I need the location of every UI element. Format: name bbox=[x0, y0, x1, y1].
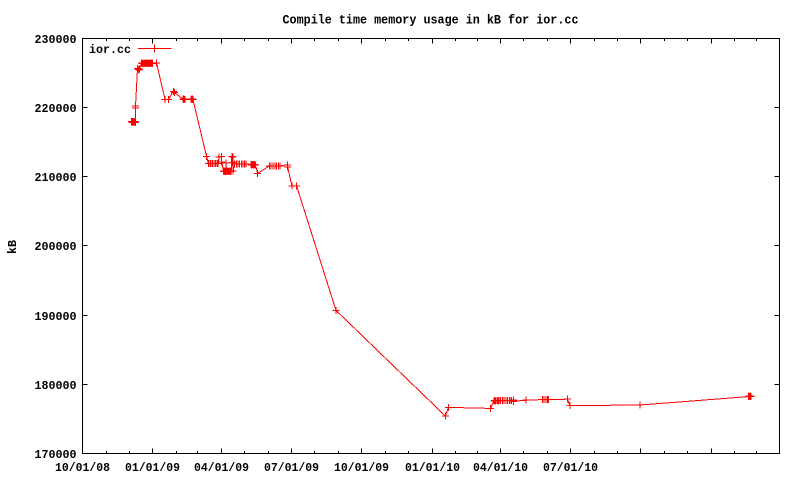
svg-text:Compile time memory usage in k: Compile time memory usage in kB for ior.… bbox=[283, 13, 579, 28]
svg-text:200000: 200000 bbox=[35, 240, 77, 254]
svg-text:190000: 190000 bbox=[35, 310, 77, 324]
svg-text:180000: 180000 bbox=[35, 379, 77, 393]
svg-text:07/01/10: 07/01/10 bbox=[543, 461, 598, 475]
svg-text:230000: 230000 bbox=[35, 33, 77, 47]
svg-text:220000: 220000 bbox=[35, 102, 77, 116]
svg-text:10/01/09: 10/01/09 bbox=[334, 461, 389, 475]
svg-text:04/01/10: 04/01/10 bbox=[473, 461, 528, 475]
svg-text:170000: 170000 bbox=[35, 448, 77, 462]
svg-text:01/01/09: 01/01/09 bbox=[125, 461, 180, 475]
svg-text:01/01/10: 01/01/10 bbox=[405, 461, 460, 475]
svg-text:04/01/09: 04/01/09 bbox=[194, 461, 249, 475]
svg-text:07/01/09: 07/01/09 bbox=[264, 461, 319, 475]
svg-text:210000: 210000 bbox=[35, 171, 77, 185]
svg-text:10/01/08: 10/01/08 bbox=[55, 461, 110, 475]
svg-text:kB: kB bbox=[6, 239, 20, 254]
svg-text:ior.cc: ior.cc bbox=[89, 43, 131, 57]
